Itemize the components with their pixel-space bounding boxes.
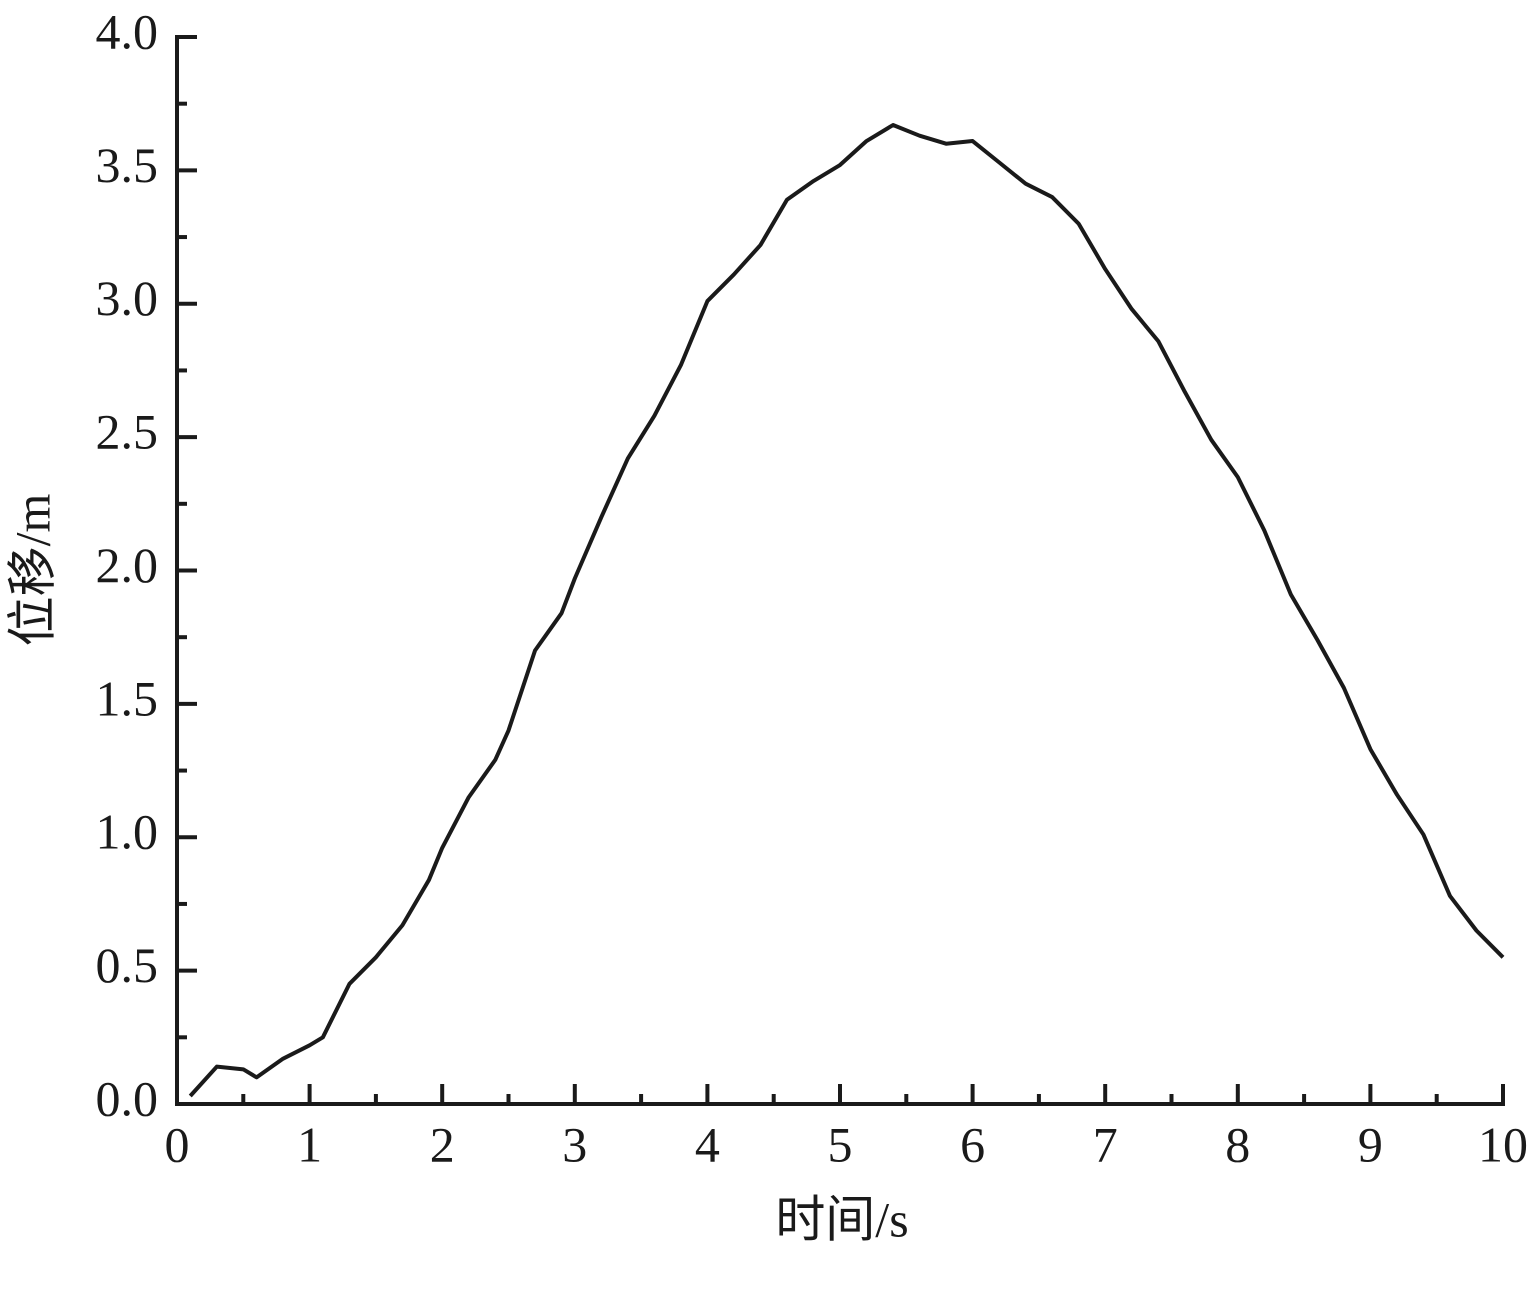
- data-line: [188, 123, 1505, 1098]
- y-tick-label: 3.0: [96, 270, 159, 326]
- y-axis-title: 位移/m: [4, 494, 60, 647]
- y-tick-label: 3.5: [96, 137, 159, 193]
- x-tick-label: 3: [562, 1116, 587, 1172]
- x-tick-label: 9: [1358, 1116, 1383, 1172]
- x-tick-label: 4: [695, 1116, 720, 1172]
- x-tick-label: 7: [1093, 1116, 1118, 1172]
- x-tick-label: 2: [430, 1116, 455, 1172]
- y-tick-label: 0.0: [96, 1070, 159, 1126]
- x-tick-label: 6: [960, 1116, 985, 1172]
- x-tick-label: 10: [1478, 1116, 1528, 1172]
- x-tick-label: 5: [828, 1116, 853, 1172]
- x-tick-label: 1: [297, 1116, 322, 1172]
- x-axis-title: 时间/s: [775, 1191, 908, 1247]
- x-tick-label: 8: [1225, 1116, 1250, 1172]
- y-tick-label: 1.0: [96, 804, 159, 860]
- y-tick-label: 1.5: [96, 670, 159, 726]
- x-tick-label: 0: [165, 1116, 190, 1172]
- y-tick-label: 2.0: [96, 537, 159, 593]
- y-tick-label: 4.0: [96, 3, 159, 59]
- y-tick-label: 0.5: [96, 937, 159, 993]
- y-tick-label: 2.5: [96, 404, 159, 460]
